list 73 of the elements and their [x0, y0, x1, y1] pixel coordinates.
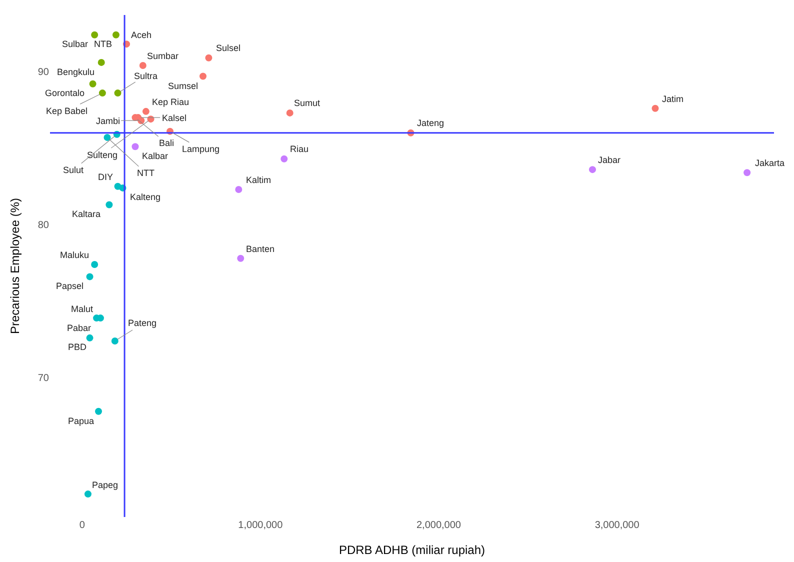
data-label: Aceh — [131, 30, 152, 40]
data-label: Kep Babel — [46, 106, 88, 116]
point — [114, 90, 122, 97]
point — [89, 80, 96, 88]
data-label: Sumbar — [147, 51, 179, 61]
data-label: Kalteng — [130, 192, 161, 202]
data-label: Kep Riau — [152, 97, 190, 107]
point — [98, 90, 106, 97]
x-tick-label: 3,000,000 — [594, 520, 640, 531]
data-label: Banten — [246, 244, 275, 254]
point — [588, 166, 596, 174]
point — [106, 201, 113, 208]
point — [86, 334, 94, 342]
data-label: Riau — [290, 144, 309, 154]
data-label: Kalbar — [142, 151, 168, 161]
data-label: Kaltara — [72, 209, 101, 219]
point — [112, 31, 120, 38]
data-label: PBD — [68, 342, 88, 352]
data-label: Jatim — [662, 94, 684, 104]
x-tick-label: 2,000,000 — [416, 520, 462, 531]
point — [744, 169, 751, 176]
point — [91, 260, 98, 268]
data-label: Papsel — [56, 281, 84, 291]
data-label: Gorontalo — [45, 88, 85, 98]
data-label: Jakarta — [755, 158, 785, 168]
data-label: Sulut — [63, 165, 84, 175]
data-label: Lampung — [182, 144, 220, 154]
data-label: Jambi — [96, 116, 120, 126]
y-axis-title: Precarious Employee (%) — [8, 198, 22, 334]
data-label: DIY — [98, 172, 114, 182]
point — [95, 408, 102, 415]
y-tick-label: 70 — [38, 373, 50, 384]
data-label: Sumut — [294, 98, 321, 108]
data-label: Jateng — [417, 118, 444, 128]
x-tick-label: 0 — [79, 520, 86, 531]
point — [237, 254, 244, 262]
data-label: Sulbar — [62, 39, 88, 49]
x-tick-label: 1,000,000 — [238, 520, 284, 531]
data-label: Sulteng — [87, 150, 118, 160]
point — [200, 72, 206, 80]
point — [142, 108, 150, 115]
point — [139, 62, 146, 70]
point — [286, 109, 294, 116]
point — [111, 337, 118, 344]
data-label: Pabar — [67, 323, 92, 333]
data-label: Sultra — [134, 71, 158, 81]
data-label: Jabar — [598, 155, 621, 165]
data-label: Papeg — [92, 480, 118, 490]
data-label: Sumsel — [168, 81, 198, 91]
data-label: Kalsel — [162, 113, 187, 123]
point — [652, 104, 659, 112]
point — [104, 134, 111, 141]
y-tick-label: 80 — [38, 220, 50, 232]
data-label: Papua — [68, 416, 94, 426]
y-tick-label: 90 — [38, 67, 50, 78]
point — [84, 490, 92, 498]
data-label: Maluku — [60, 250, 90, 260]
data-label: NTB — [94, 39, 112, 49]
data-label: Kaltim — [246, 175, 272, 185]
point — [132, 143, 139, 150]
data-label: NTT — [137, 168, 155, 178]
point — [91, 31, 98, 38]
data-label: Malut — [71, 304, 94, 314]
point — [205, 54, 212, 62]
point — [280, 155, 288, 162]
point — [98, 58, 105, 66]
point — [235, 186, 242, 193]
point — [86, 273, 94, 280]
data-label: Bengkulu — [57, 67, 95, 77]
data-label: Pateng — [128, 318, 157, 328]
x-axis-title: PDRB ADHB (miliar rupiah) — [338, 542, 486, 557]
data-label: Sulsel — [216, 43, 241, 53]
data-label: Bali — [159, 138, 174, 148]
